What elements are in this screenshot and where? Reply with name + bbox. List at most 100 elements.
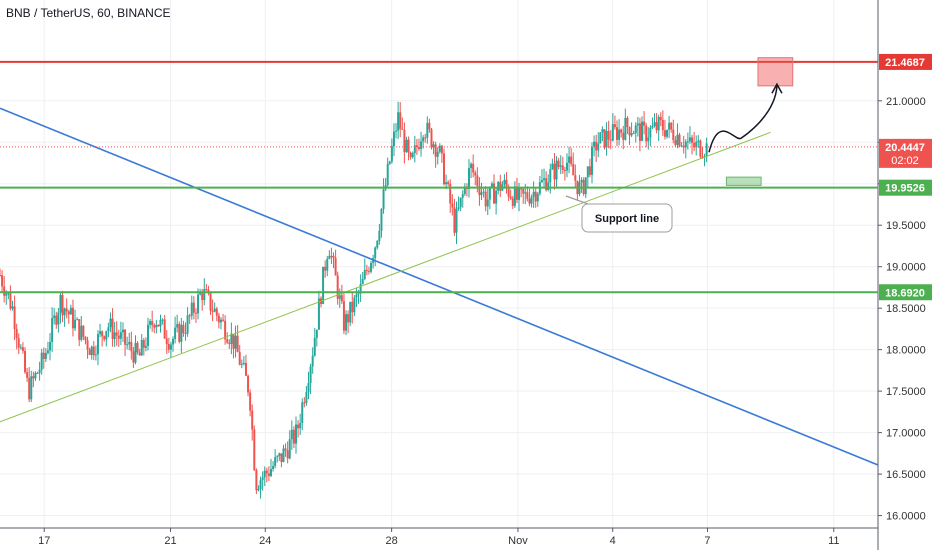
candle-body	[603, 129, 606, 148]
candle-body	[38, 369, 41, 374]
candle-body	[561, 165, 564, 170]
candle-body	[382, 189, 385, 210]
candle-body	[61, 295, 64, 316]
candle-body	[549, 169, 552, 183]
candle-body	[178, 324, 181, 342]
candle-body	[515, 186, 518, 200]
candle-body	[459, 197, 462, 208]
candle-body	[305, 392, 308, 403]
candle-body	[176, 324, 179, 328]
candle-body	[153, 325, 156, 328]
candle-body	[647, 137, 650, 142]
candle-body	[247, 375, 250, 393]
candles	[0, 101, 708, 499]
candle-body	[1, 275, 4, 287]
candle-body	[167, 344, 170, 350]
candle-body	[565, 162, 568, 171]
candle-body	[430, 129, 433, 148]
candle-body	[334, 257, 337, 276]
candle-body	[257, 489, 260, 491]
time-tick-label: 24	[259, 535, 271, 547]
candle-body	[417, 147, 420, 149]
time-tick-label: 28	[386, 535, 398, 547]
candle-body	[342, 301, 345, 331]
candle-body	[388, 161, 391, 164]
candle-body	[695, 141, 698, 148]
candle-body	[701, 156, 704, 158]
candle-body	[574, 175, 577, 181]
candle-body	[663, 130, 666, 137]
candle-body	[40, 352, 43, 370]
candle-body	[438, 145, 441, 152]
candle-body	[32, 376, 35, 379]
candle-body	[676, 134, 679, 145]
candle-body	[213, 308, 216, 312]
candle-body	[641, 121, 644, 141]
candle-body	[668, 122, 671, 130]
candle-body	[251, 410, 254, 430]
candle-body	[588, 166, 591, 175]
candle-body	[340, 295, 343, 302]
candle-body	[174, 327, 177, 339]
candle-body	[34, 372, 37, 379]
candle-body	[132, 351, 135, 363]
candle-body	[19, 347, 22, 349]
candle-body	[96, 334, 99, 355]
candle-body	[292, 429, 295, 444]
price-tick-label: 18.0000	[886, 345, 926, 357]
candle-body	[249, 392, 252, 411]
annotation-text: Support line	[595, 213, 659, 225]
candle-body	[188, 315, 191, 317]
candle-body	[401, 128, 404, 130]
candle-body	[618, 129, 621, 140]
candle-body	[353, 297, 356, 313]
candle-body	[520, 188, 523, 190]
candle-body	[486, 199, 489, 207]
candle-body	[597, 143, 600, 151]
candle-body	[328, 255, 331, 259]
candle-body	[288, 439, 291, 459]
candle-body	[134, 342, 137, 363]
candle-body	[107, 327, 110, 332]
candle-body	[493, 183, 496, 204]
candle-body	[657, 116, 660, 131]
candle-body	[355, 294, 358, 298]
price-tick-label: 16.0000	[886, 511, 926, 523]
candle-body	[222, 319, 225, 321]
candle-body	[488, 186, 491, 200]
candle-body	[261, 477, 264, 481]
candle-body	[351, 301, 354, 313]
candle-body	[74, 319, 77, 329]
candle-body	[324, 266, 327, 271]
candle-body	[611, 124, 614, 141]
candle-body	[688, 137, 691, 142]
candle-body	[518, 188, 521, 200]
candle-body	[51, 318, 54, 342]
candle-body	[180, 324, 183, 342]
candle-body	[121, 329, 124, 333]
candle-body	[309, 366, 312, 384]
candle-body	[682, 145, 685, 148]
candle-body	[26, 372, 29, 378]
candle-body	[194, 312, 197, 314]
candle-body	[57, 312, 60, 325]
annotation-box	[581, 203, 673, 233]
candle-body	[303, 402, 306, 404]
candle-body	[205, 289, 208, 291]
candle-body	[44, 353, 47, 359]
candle-body	[626, 117, 629, 128]
candle-body	[534, 191, 537, 202]
candle-body	[263, 470, 266, 478]
candle-body	[63, 308, 66, 316]
candle-body	[78, 319, 81, 340]
candle-body	[613, 124, 616, 128]
candle-body	[117, 335, 120, 339]
candle-body	[399, 112, 402, 129]
candle-body	[434, 144, 437, 157]
candle-body	[80, 325, 83, 340]
candle-body	[280, 453, 283, 463]
current-price-label: 20.4447	[885, 142, 925, 154]
candle-body	[90, 346, 93, 356]
